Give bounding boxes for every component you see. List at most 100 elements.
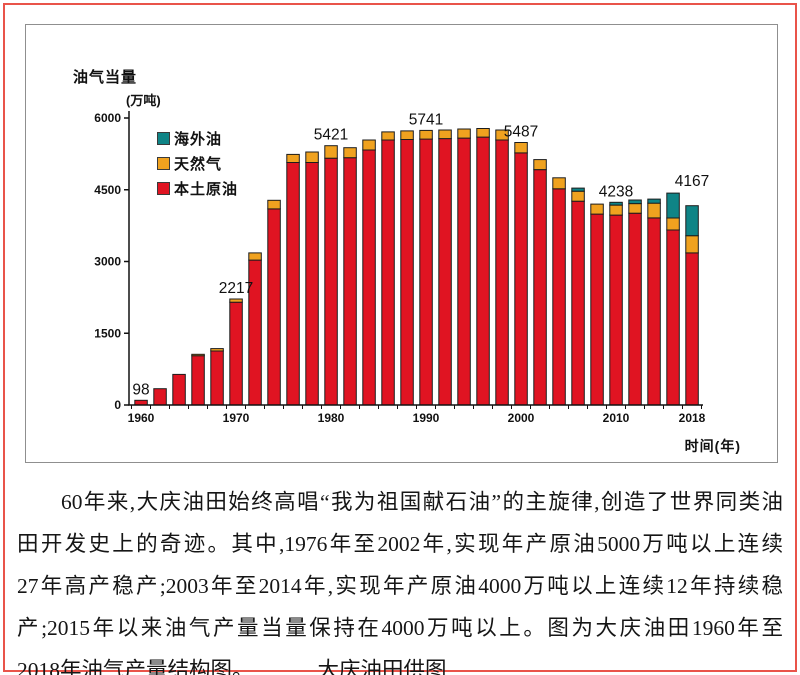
bar-segment — [685, 252, 699, 406]
x-tick-label: 2018 — [679, 411, 706, 425]
bar-segment — [533, 159, 547, 171]
x-tick-label: 2000 — [508, 411, 535, 425]
bar-segment — [628, 212, 642, 406]
bar-segment — [438, 138, 452, 406]
bar-segment — [647, 198, 661, 204]
bar-segment — [552, 177, 566, 190]
bar-value-label: 5487 — [504, 124, 538, 141]
caption-line: 27年高产稳产;2003年至2014年,实现年产原油4000万吨以上连续12年持… — [17, 574, 783, 598]
x-tick-label: 1970 — [223, 411, 250, 425]
bar-segment — [590, 213, 604, 406]
bar-segment — [210, 350, 224, 406]
legend-label: 海外油 — [174, 131, 223, 148]
bar-segment — [324, 145, 338, 159]
bar-segment — [552, 188, 566, 406]
caption-line-text: 2018年油气产量结构图。 — [17, 658, 254, 675]
photo-credit: 大庆油田供图 — [317, 658, 447, 675]
caption-line: 产;2015年以来油气产量当量保持在4000万吨以上。图为大庆油田1960年至 — [17, 616, 783, 640]
caption: 60年来,大庆油田始终高唱“我为祖国献石油”的主旋律,创造了世界同类油 田开发史… — [17, 481, 783, 675]
legend-item-overseas-oil: 海外油 — [157, 126, 238, 151]
bar-segment — [495, 139, 509, 406]
bar-segment — [210, 348, 224, 352]
bar-segment — [514, 152, 528, 406]
bar-segment — [609, 214, 623, 406]
bar-segment — [685, 235, 699, 254]
bar-segment — [457, 137, 471, 406]
bar-value-label: 4238 — [599, 183, 633, 200]
bar-segment — [267, 208, 281, 406]
bar-segment — [571, 187, 585, 192]
bar-segment — [343, 147, 357, 159]
caption-line: 田开发史上的奇迹。其中,1976年至2002年,实现年产原油5000万吨以上连续 — [17, 532, 783, 556]
y-tick-label: 4500 — [94, 183, 121, 197]
bar-segment — [362, 149, 376, 406]
bar-segment — [191, 353, 205, 357]
bar-segment — [172, 373, 186, 406]
bar-segment — [514, 142, 528, 154]
bar-value-label: 98 — [132, 381, 149, 398]
legend-label: 天然气 — [174, 156, 223, 173]
bar-segment — [267, 199, 281, 210]
production-bar-chart: 0 1500 3000 4500 6000 1960 1970 1980 1990 2000 201… — [94, 111, 709, 425]
bar-value-label: 5741 — [409, 111, 443, 128]
bar-segment — [229, 298, 243, 303]
bar-segment — [419, 138, 433, 406]
y-tick-label: 3000 — [94, 255, 121, 269]
bar-segment — [609, 204, 623, 216]
x-tick-label: 1960 — [128, 411, 155, 425]
bar-segment — [286, 162, 300, 406]
bar-segment — [438, 129, 452, 140]
bar-segment — [229, 301, 243, 406]
bar-segment — [571, 190, 585, 202]
x-tick-label: 2010 — [603, 411, 630, 425]
bar-segment — [400, 139, 414, 406]
bar-segment — [628, 203, 642, 214]
bar-segment — [476, 136, 490, 406]
x-tick-label: 1990 — [413, 411, 440, 425]
bar-value-label: 4167 — [675, 173, 709, 190]
bar-segment — [647, 202, 661, 219]
bar-segment — [191, 355, 205, 406]
chart-unit-label: (万吨) — [126, 93, 161, 108]
bar-segment — [248, 252, 262, 261]
bar-segment — [324, 157, 338, 406]
bar-segment — [286, 153, 300, 163]
y-tick-label: 1500 — [94, 326, 121, 340]
bar-segment — [153, 388, 167, 406]
chart-title: 油气当量 — [73, 69, 138, 86]
bar-segment — [419, 129, 433, 140]
bar-segment — [495, 129, 509, 141]
bar-segment — [571, 200, 585, 406]
y-tick-label: 6000 — [94, 111, 121, 125]
bar-segment — [666, 192, 680, 219]
chart-panel: 0 1500 3000 4500 6000 1960 1970 1980 1990 2000 201… — [25, 24, 778, 463]
bar-segment — [685, 205, 699, 237]
bar-segment — [666, 229, 680, 406]
y-tick-label: 0 — [114, 398, 121, 412]
chart-legend: 海外油 天然气 本土原油 — [157, 126, 238, 201]
legend-swatch-natural-gas-icon — [157, 157, 170, 170]
caption-line: 60年来,大庆油田始终高唱“我为祖国献石油”的主旋律,创造了世界同类油 — [61, 490, 783, 514]
bar-segment — [590, 203, 604, 215]
bar-segment — [666, 217, 680, 231]
bar-segment — [533, 169, 547, 406]
x-axis-title: 时间(年) — [684, 438, 741, 454]
bar-segment — [381, 131, 395, 141]
x-tick-label: 1980 — [318, 411, 345, 425]
bar-segment — [400, 130, 414, 141]
legend-swatch-overseas-oil-icon — [157, 132, 170, 145]
bar-segment — [609, 201, 623, 206]
legend-item-natural-gas: 天然气 — [157, 151, 238, 176]
bar-segment — [362, 139, 376, 151]
legend-swatch-domestic-crude-icon — [157, 182, 170, 195]
bar-segment — [647, 217, 661, 406]
bar-segment — [381, 139, 395, 406]
bar-segment — [457, 128, 471, 139]
bar-segment — [305, 162, 319, 406]
bar-value-label: 2217 — [219, 280, 253, 297]
bar-segment — [305, 151, 319, 163]
legend-item-domestic-crude: 本土原油 — [157, 176, 238, 201]
caption-last-line: 2018年油气产量结构图。 大庆油田供图 — [17, 649, 783, 675]
bar-value-label: 5421 — [314, 127, 348, 144]
